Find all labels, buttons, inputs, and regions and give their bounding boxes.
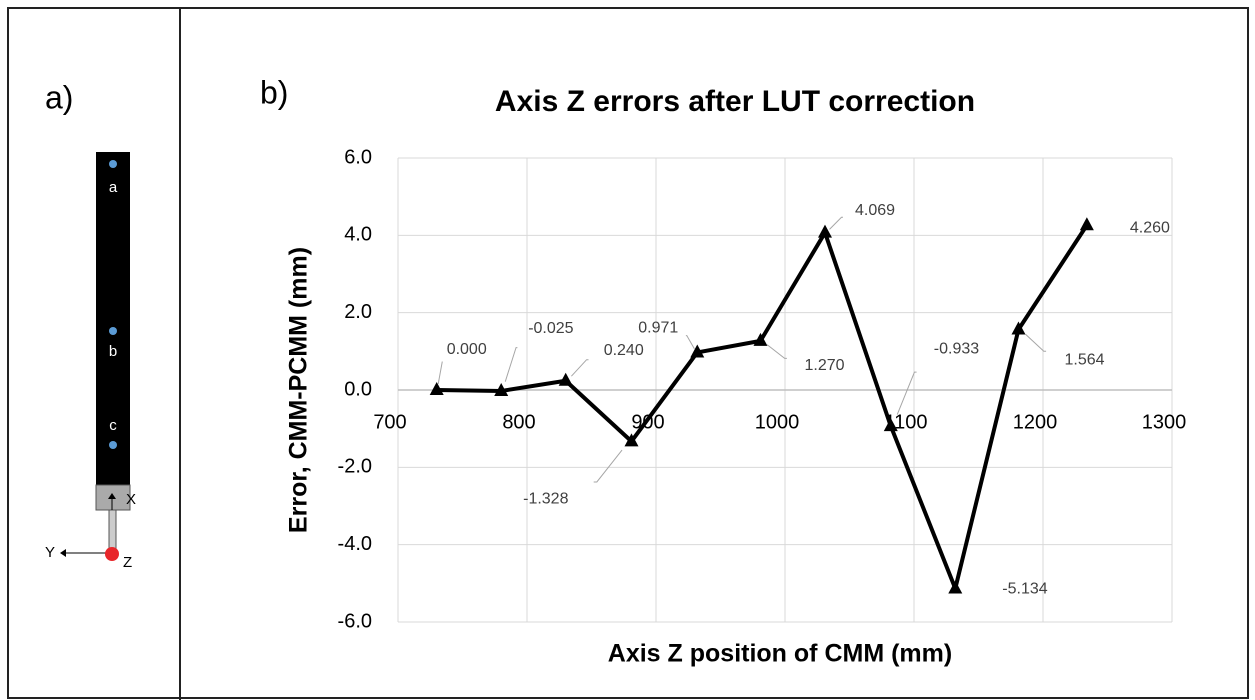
axis-label: Z xyxy=(123,554,132,571)
marker xyxy=(558,372,573,386)
leader-line xyxy=(685,335,695,350)
probe-bar xyxy=(96,152,130,485)
leader-line xyxy=(896,371,917,415)
y-tick-label: 6.0 xyxy=(344,146,372,168)
marker xyxy=(690,344,705,358)
data-label: 1.564 xyxy=(1064,352,1104,369)
point-label: a xyxy=(109,179,118,196)
x-tick-label: 1000 xyxy=(755,411,800,433)
y-tick-label: 2.0 xyxy=(344,301,372,323)
leader-line xyxy=(437,361,443,385)
data-label: -1.328 xyxy=(523,491,568,508)
marker xyxy=(1011,321,1026,335)
data-label: 1.270 xyxy=(804,357,844,374)
arrow-head xyxy=(60,549,66,557)
origin xyxy=(105,547,119,561)
point xyxy=(109,160,117,168)
marker xyxy=(948,580,963,594)
point-label: c xyxy=(109,417,117,434)
x-tick-label: 800 xyxy=(502,411,535,433)
y-axis-label: Error, CMM-PCMM (mm) xyxy=(285,247,313,533)
data-label: -5.134 xyxy=(1002,581,1047,598)
y-tick-label: 4.0 xyxy=(344,224,372,246)
chart-title: Axis Z errors after LUT correction xyxy=(495,85,975,118)
data-label: 0.971 xyxy=(638,320,678,337)
panel-label: b) xyxy=(260,74,288,110)
probe-stem xyxy=(108,509,117,553)
y-tick-label: -6.0 xyxy=(338,610,372,632)
point xyxy=(109,441,117,449)
frame xyxy=(7,7,1249,699)
marker xyxy=(624,433,639,447)
leader-line xyxy=(504,347,518,382)
x-axis-label: Axis Z position of CMM (mm) xyxy=(608,640,952,668)
x-tick-label: 1300 xyxy=(1142,411,1187,433)
leader-line xyxy=(766,344,787,359)
data-label: 4.260 xyxy=(1130,219,1170,236)
arrow-head xyxy=(108,493,116,499)
y-tick-label: -4.0 xyxy=(338,533,372,555)
marker xyxy=(883,418,898,432)
marker xyxy=(494,382,509,396)
leader-line xyxy=(593,449,623,483)
leader-line xyxy=(1025,333,1047,352)
marker xyxy=(429,382,444,395)
point-label: b xyxy=(109,343,117,360)
marker xyxy=(817,224,832,238)
y-tick-label: -2.0 xyxy=(338,456,372,478)
data-label: 4.069 xyxy=(855,202,895,219)
point xyxy=(109,327,117,335)
leader-line xyxy=(829,216,843,230)
axis-label: Y xyxy=(45,544,55,561)
y-tick-label: 0.0 xyxy=(344,378,372,400)
x-tick-label: 1200 xyxy=(1013,411,1058,433)
data-label: -0.025 xyxy=(528,320,573,337)
marker xyxy=(1079,217,1094,231)
axis-label: X xyxy=(126,491,136,508)
panel-label: a) xyxy=(45,79,73,115)
x-tick-label: 700 xyxy=(373,411,406,433)
data-label: -0.933 xyxy=(934,340,979,357)
leader-line xyxy=(571,359,589,377)
marker xyxy=(753,332,768,346)
data-label: 0.000 xyxy=(447,341,487,358)
data-label: 0.240 xyxy=(604,342,644,359)
